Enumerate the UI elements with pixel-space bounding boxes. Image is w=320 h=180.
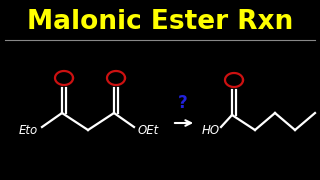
Text: HO: HO	[202, 123, 220, 136]
Text: ?: ?	[178, 94, 188, 112]
Text: OEt: OEt	[137, 123, 159, 136]
Text: Malonic Ester Rxn: Malonic Ester Rxn	[27, 9, 293, 35]
Text: Eto: Eto	[18, 123, 38, 136]
